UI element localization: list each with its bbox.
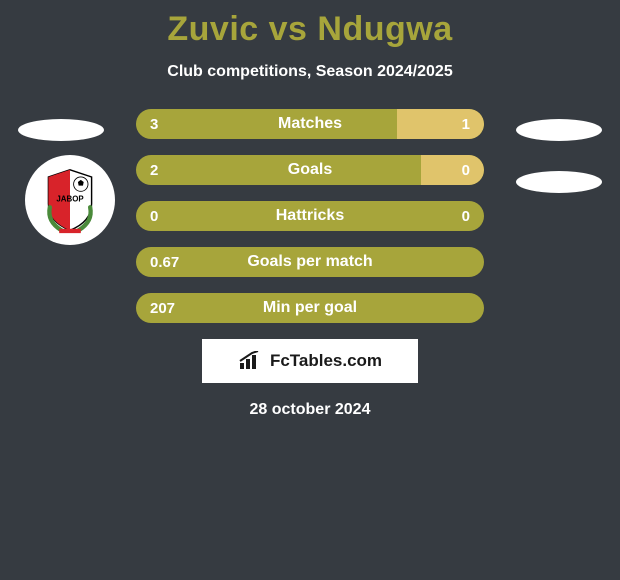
bar-right-value: 1 xyxy=(462,116,470,133)
bar-row-hattricks: 0 Hattricks 0 xyxy=(136,201,484,231)
decor-ellipse-left-1 xyxy=(18,119,104,141)
brand-text: FcTables.com xyxy=(270,351,382,371)
decor-ellipse-right-2 xyxy=(516,171,602,193)
club-badge: JABOP xyxy=(25,155,115,245)
page-title: Zuvic vs Ndugwa xyxy=(0,0,620,49)
bar-label: Goals per match xyxy=(136,253,484,271)
bars-container: 3 Matches 1 2 Goals 0 0 Hattricks 0 0.67… xyxy=(136,109,484,323)
club-shield-icon: JABOP xyxy=(34,164,106,236)
bar-row-goals: 2 Goals 0 xyxy=(136,155,484,185)
club-text: JABOP xyxy=(56,194,83,203)
decor-ellipse-right-1 xyxy=(516,119,602,141)
chart-icon xyxy=(238,351,264,371)
brand-box: FcTables.com xyxy=(202,339,418,383)
bar-row-min-per-goal: 207 Min per goal xyxy=(136,293,484,323)
bar-row-matches: 3 Matches 1 xyxy=(136,109,484,139)
page-subtitle: Club competitions, Season 2024/2025 xyxy=(0,63,620,81)
bar-right-value: 0 xyxy=(462,162,470,179)
chart-area: JABOP 3 Matches 1 2 Goals 0 0 Hattricks … xyxy=(0,109,620,419)
date-text: 28 october 2024 xyxy=(0,401,620,419)
bar-right-value: 0 xyxy=(462,208,470,225)
bar-row-goals-per-match: 0.67 Goals per match xyxy=(136,247,484,277)
bar-label: Goals xyxy=(136,161,484,179)
bar-label: Min per goal xyxy=(136,299,484,317)
bar-label: Hattricks xyxy=(136,207,484,225)
bar-label: Matches xyxy=(136,115,484,133)
